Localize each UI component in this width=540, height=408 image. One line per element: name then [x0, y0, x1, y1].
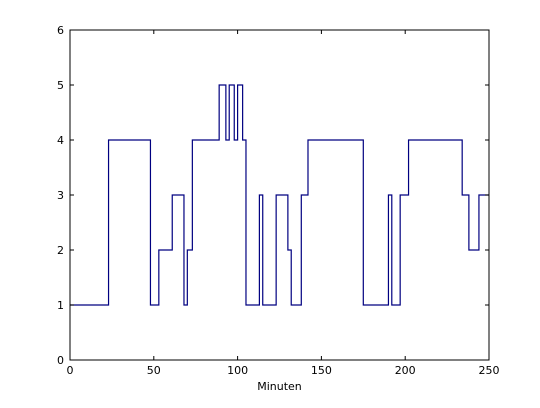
y-tick-label-1: 1 — [57, 299, 64, 312]
series-layer — [70, 84, 489, 306]
y-tick-label-0: 0 — [57, 354, 64, 367]
y-tick-label-2: 2 — [57, 244, 64, 257]
x-tick-label-0: 0 — [67, 364, 74, 377]
y-tick-label-4: 4 — [57, 134, 64, 147]
x-axis-label: Minuten — [257, 380, 302, 393]
ticks-layer: 0 50 100 150 200 250 0 1 2 3 4 5 6 — [57, 24, 500, 377]
x-tick-label-5: 250 — [479, 364, 500, 377]
series-line-0 — [70, 84, 489, 306]
x-tick-label-1: 50 — [147, 364, 161, 377]
y-tick-label-3: 3 — [57, 189, 64, 202]
x-tick-label-2: 100 — [227, 364, 248, 377]
y-tick-label-5: 5 — [57, 79, 64, 92]
x-tick-label-4: 200 — [395, 364, 416, 377]
x-tick-label-3: 150 — [311, 364, 332, 377]
y-tick-label-6: 6 — [57, 24, 64, 37]
